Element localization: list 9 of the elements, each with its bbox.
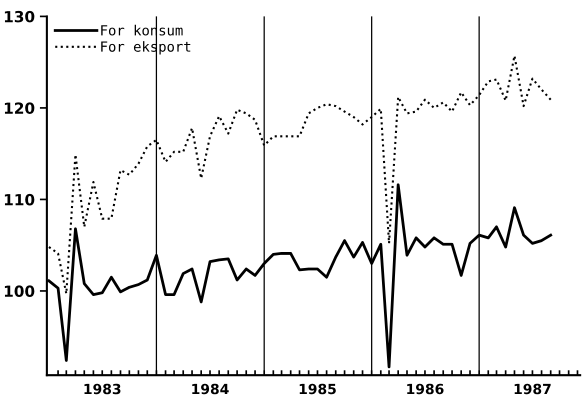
y-tick-label: 130 <box>4 10 34 22</box>
x-tick-label: 1986 <box>407 384 444 394</box>
x-tick-label: 1983 <box>84 384 120 394</box>
y-tick-label: 100 <box>4 285 34 297</box>
y-tick-label: 110 <box>4 194 34 206</box>
x-tick-label: 1984 <box>192 384 229 394</box>
y-tick-label: 120 <box>4 102 34 114</box>
x-tick-label: 1987 <box>514 384 551 394</box>
x-tick-label: 1985 <box>300 384 336 394</box>
